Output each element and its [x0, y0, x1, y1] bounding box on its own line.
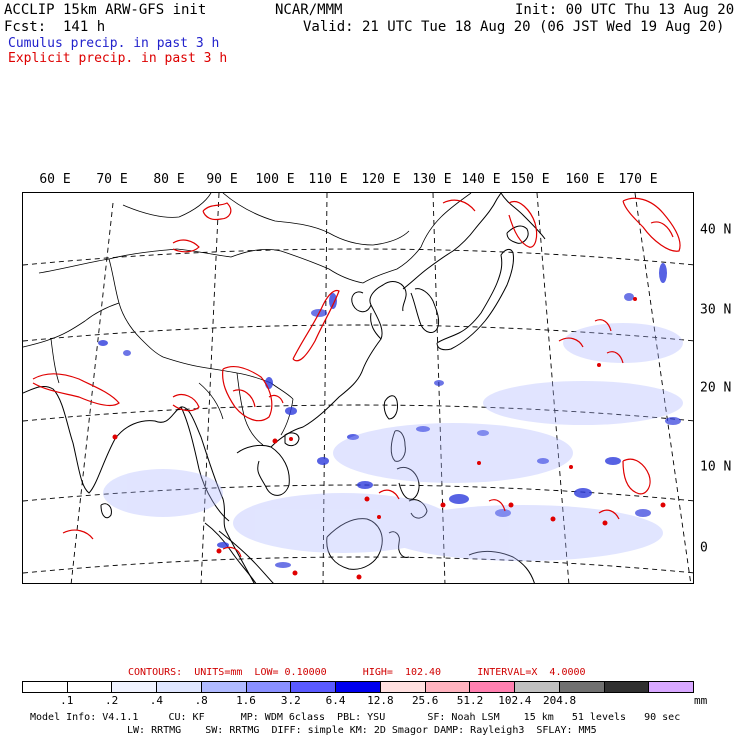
colorbar-tick-label: .1	[60, 694, 74, 707]
colorbar-unit: mm	[694, 694, 708, 707]
lon-label: 170 E	[618, 172, 658, 187]
lon-label: 110 E	[308, 172, 348, 187]
lat-label: 0	[700, 540, 708, 556]
colorbar-cell	[67, 682, 113, 692]
colorbar-cell	[604, 682, 650, 692]
coastlines	[23, 193, 546, 583]
graticule-meridians	[70, 193, 692, 583]
colorbar-cell	[380, 682, 426, 692]
colorbar-tick-label: 1.6	[236, 694, 256, 707]
lat-label: 20 N	[700, 380, 732, 396]
init-time: Init: 00 UTC Thu 13 Aug 20	[515, 2, 735, 18]
lat-label: 10 N	[700, 459, 732, 475]
colorbar-cell	[515, 682, 560, 692]
colorbar-cell	[246, 682, 292, 692]
colorbar-cell	[157, 682, 202, 692]
colorbar-cell	[23, 682, 68, 692]
country-borders	[23, 193, 472, 446]
forecast-hour: Fcst: 141 h	[4, 19, 106, 35]
lat-label: 30 N	[700, 302, 732, 318]
colorbar-cell	[112, 682, 158, 692]
precip-map	[23, 193, 693, 583]
colorbar-cell	[425, 682, 471, 692]
lon-label: 90 E	[206, 172, 238, 187]
lon-label: 150 E	[510, 172, 550, 187]
lon-label: 160 E	[565, 172, 605, 187]
cumulus-light	[103, 323, 683, 561]
model-info-line1: Model Info: V4.1.1 CU: KF MP: WDM 6class…	[30, 712, 681, 723]
colorbar-tick-label: 3.2	[280, 694, 301, 707]
legend-cumulus: Cumulus precip. in past 3 h	[8, 36, 220, 51]
explicit-precip	[32, 197, 681, 558]
colorbar-tick-label: .8	[194, 694, 208, 707]
lon-label: 140 E	[461, 172, 501, 187]
colorbar-tick-label: 12.8	[367, 694, 394, 707]
colorbar-tick-label: 6.4	[325, 694, 346, 707]
lon-label: 120 E	[361, 172, 401, 187]
colorbar-tick-label: .4	[149, 694, 164, 707]
colorbar-tick-label: 25.6	[411, 694, 439, 707]
valid-time: Valid: 21 UTC Tue 18 Aug 20 (06 JST Wed …	[303, 19, 725, 35]
model-info-line2: LW: RRTMG SW: RRTMG DIFF: simple KM: 2D …	[127, 725, 597, 736]
colorbar-cell	[336, 682, 381, 692]
colorbar-cell	[649, 682, 694, 692]
lon-label: 100 E	[255, 172, 295, 187]
lon-label: 70 E	[96, 172, 128, 187]
map-title: ACCLIP 15km ARW-GFS init	[4, 2, 207, 18]
center-label: NCAR/MMM	[275, 2, 343, 18]
lon-label: 80 E	[153, 172, 185, 187]
lon-label: 130 E	[412, 172, 452, 187]
colorbar-cell	[201, 682, 247, 692]
colorbar-tick-label: 102.4	[498, 694, 532, 707]
colorbar-tick-label: 51.2	[456, 694, 484, 707]
explicit-precip-cores	[112, 297, 666, 580]
contours-info: CONTOURS: UNITS=mm LOW= 0.10000 HIGH= 10…	[128, 667, 586, 678]
lat-label: 40 N	[700, 222, 732, 238]
colorbar-cell	[291, 682, 337, 692]
legend-explicit: Explicit precip. in past 3 h	[8, 51, 228, 66]
colorbar	[22, 681, 694, 693]
colorbar-cell	[470, 682, 516, 692]
lon-label: 60 E	[39, 172, 71, 187]
colorbar-tick-label: 204.8	[543, 694, 577, 707]
map-frame	[22, 192, 694, 584]
colorbar-cell	[559, 682, 605, 692]
colorbar-tick-label: .2	[104, 694, 119, 707]
